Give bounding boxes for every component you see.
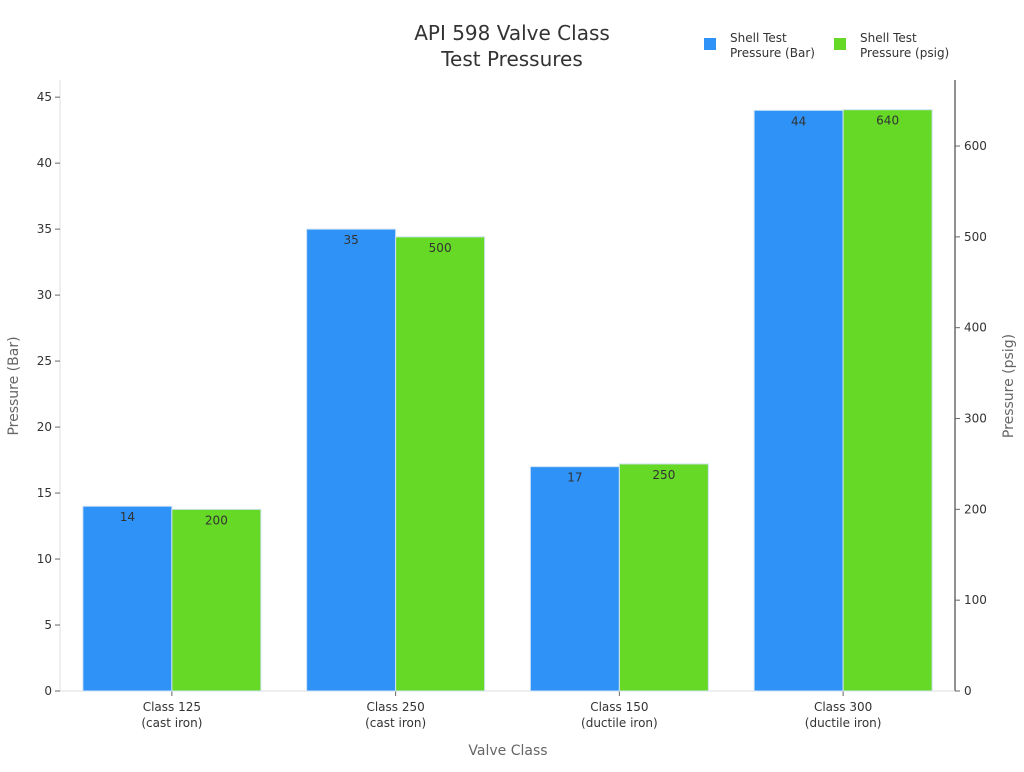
bar-psig [842, 109, 933, 692]
y-tick-label: 25 [37, 354, 52, 368]
y-tick-label: 15 [37, 486, 52, 500]
legend-swatch-psig [834, 38, 846, 50]
x-tick-sublabel: (cast iron) [365, 716, 426, 730]
bar-psig [171, 508, 262, 692]
bar-bar [82, 505, 173, 692]
x-tick-sublabel: (cast iron) [141, 716, 202, 730]
y-tick-label: 5 [44, 618, 52, 632]
x-tick-sublabel: (ductile iron) [805, 716, 882, 730]
legend-label-psig-1: Shell Test [860, 31, 917, 45]
legend-label-bar-2: Pressure (Bar) [730, 46, 815, 60]
data-label: 17 [567, 471, 582, 485]
x-tick-label: Class 300 [814, 700, 872, 714]
y-tick-label: 35 [37, 222, 52, 236]
legend: Shell Test Pressure (Bar) Shell Test Pre… [704, 31, 949, 60]
y-tick-label: 0 [44, 684, 52, 698]
y2-tick-label: 100 [964, 593, 987, 607]
y2-axis-label: Pressure (psig) [1001, 334, 1017, 438]
bar-psig [618, 463, 709, 692]
y2-tick-label: 300 [964, 412, 987, 426]
data-label: 200 [205, 513, 228, 527]
bar-bar [753, 109, 844, 692]
y2-tick-label: 0 [964, 684, 972, 698]
y2-tick-label: 500 [964, 230, 987, 244]
bar-psig [395, 236, 486, 692]
legend-swatch-bar [704, 38, 716, 50]
x-tick-label: Class 250 [366, 700, 424, 714]
x-axis-label: Valve Class [468, 743, 547, 759]
chart-title-line2: Test Pressures [440, 47, 583, 71]
chart-title-line1: API 598 Valve Class [414, 21, 610, 45]
data-label: 250 [652, 468, 675, 482]
y-tick-label: 45 [37, 90, 52, 104]
data-label: 35 [343, 233, 358, 247]
data-label: 14 [120, 510, 135, 524]
y-tick-label: 40 [37, 156, 52, 170]
x-tick-label: Class 125 [143, 700, 201, 714]
y-axis-label: Pressure (Bar) [6, 336, 22, 435]
y2-tick-label: 200 [964, 502, 987, 516]
bar-bar [306, 228, 397, 692]
data-label: 44 [791, 114, 806, 128]
bars: 14 200 35 500 17 250 44 640 [82, 109, 933, 692]
data-label: 640 [876, 114, 899, 128]
legend-label-bar-1: Shell Test [730, 31, 787, 45]
y-tick-label: 10 [37, 552, 52, 566]
legend-label-psig-2: Pressure (psig) [860, 46, 949, 60]
y2-tick-label: 600 [964, 139, 987, 153]
y-tick-label: 30 [37, 288, 52, 302]
y-tick-label: 20 [37, 420, 52, 434]
x-tick-sublabel: (ductile iron) [581, 716, 658, 730]
data-label: 500 [429, 241, 452, 255]
axes: 0 5 10 15 20 25 30 35 40 45 0 100 200 300 400 500 600 Cla… [37, 80, 987, 730]
x-tick-label: Class 150 [590, 700, 648, 714]
bar-bar [529, 466, 620, 692]
y2-tick-label: 400 [964, 321, 987, 335]
